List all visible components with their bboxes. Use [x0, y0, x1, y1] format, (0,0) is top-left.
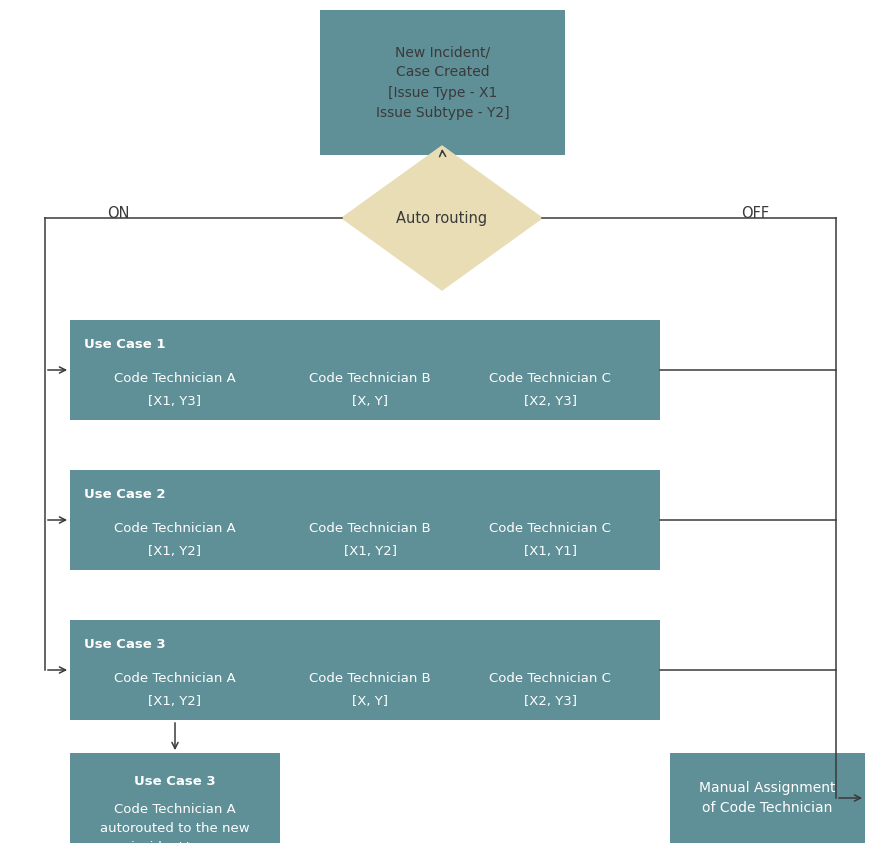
Text: [X1, Y3]: [X1, Y3]: [149, 395, 202, 409]
Bar: [70, 320, 660, 420]
Polygon shape: [342, 146, 542, 290]
Text: Code Technician A: Code Technician A: [114, 672, 236, 685]
Text: New Incident/
Case Created
[Issue Type - X1
Issue Subtype - Y2]: New Incident/ Case Created [Issue Type -…: [376, 46, 509, 120]
Bar: [670, 753, 865, 843]
Text: Manual Assignment
of Code Technician: Manual Assignment of Code Technician: [699, 781, 835, 815]
Text: Code Technician C: Code Technician C: [489, 372, 611, 384]
Text: Use Case 3: Use Case 3: [84, 638, 165, 651]
Text: Code Technician C: Code Technician C: [489, 672, 611, 685]
Text: Code Technician B: Code Technician B: [309, 672, 431, 685]
Text: Code Technician A: Code Technician A: [114, 522, 236, 534]
Text: Code Technician A: Code Technician A: [114, 372, 236, 384]
Text: Code Technician B: Code Technician B: [309, 522, 431, 534]
Text: Auto routing: Auto routing: [396, 211, 488, 225]
Bar: [70, 753, 280, 843]
Bar: [70, 470, 660, 570]
Text: [X, Y]: [X, Y]: [352, 395, 388, 409]
Text: OFF: OFF: [741, 206, 769, 221]
Text: Code Technician B: Code Technician B: [309, 372, 431, 384]
Text: [X2, Y3]: [X2, Y3]: [524, 395, 576, 409]
Text: [X2, Y3]: [X2, Y3]: [524, 695, 576, 708]
Text: Use Case 1: Use Case 1: [84, 338, 165, 351]
Bar: [70, 620, 660, 720]
Text: [X1, Y1]: [X1, Y1]: [524, 545, 576, 559]
Text: [X1, Y2]: [X1, Y2]: [343, 545, 396, 559]
Text: [X1, Y2]: [X1, Y2]: [149, 545, 202, 559]
Text: Code Technician A
autorouted to the new
incident/case: Code Technician A autorouted to the new …: [100, 803, 250, 843]
Text: Use Case 3: Use Case 3: [135, 775, 216, 788]
Bar: [320, 10, 565, 155]
Text: Use Case 2: Use Case 2: [84, 488, 165, 501]
Text: [X, Y]: [X, Y]: [352, 695, 388, 708]
Text: ON: ON: [107, 206, 129, 221]
Text: [X1, Y2]: [X1, Y2]: [149, 695, 202, 708]
Text: Code Technician C: Code Technician C: [489, 522, 611, 534]
